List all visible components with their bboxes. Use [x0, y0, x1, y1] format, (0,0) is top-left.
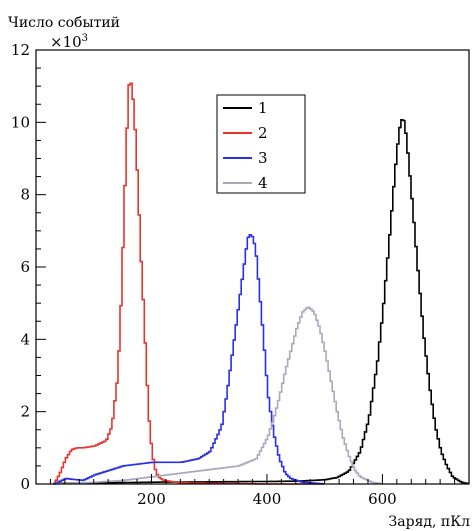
- y-multiplier-base: ×10: [50, 33, 82, 51]
- y-axis-title: Число событий: [8, 15, 120, 31]
- x-tick-label: 400: [253, 490, 282, 508]
- legend-label-4: 4: [258, 174, 268, 192]
- y-axis-multiplier: ×103: [50, 33, 88, 51]
- y-tick-label: 12: [11, 41, 30, 59]
- legend-label-2: 2: [258, 124, 268, 142]
- x-axis-title: Заряд, пКл: [389, 514, 471, 530]
- series-3-line: [53, 234, 325, 485]
- y-tick-label: 8: [20, 186, 30, 204]
- legend-label-3: 3: [258, 149, 268, 167]
- y-tick-label: 0: [20, 475, 30, 493]
- x-tick-label: 200: [137, 490, 166, 508]
- axis-ticks: [36, 49, 456, 485]
- series-1-line: [53, 119, 469, 485]
- series-4-line: [53, 306, 382, 485]
- legend-label-1: 1: [258, 99, 268, 117]
- y-tick-label: 6: [20, 258, 30, 276]
- legend: 1 2 3 4: [216, 94, 306, 194]
- y-tick-label: 10: [11, 113, 30, 131]
- y-tick-label: 2: [20, 403, 30, 421]
- y-multiplier-exponent: 3: [82, 33, 88, 44]
- x-tick-label: 600: [368, 490, 397, 508]
- y-tick-label: 4: [20, 330, 30, 348]
- legend-box: [216, 94, 306, 194]
